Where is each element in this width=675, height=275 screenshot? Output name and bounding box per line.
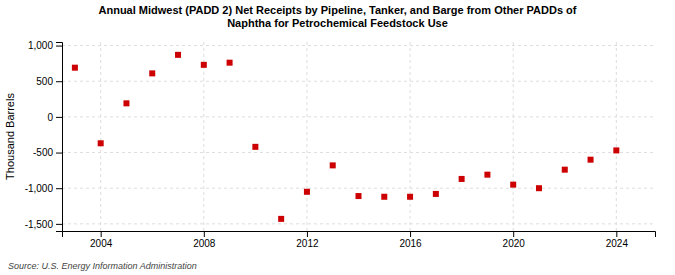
point xyxy=(123,100,129,106)
point xyxy=(72,65,78,71)
grid-line xyxy=(62,81,655,82)
y-tick: 500 xyxy=(36,76,62,87)
y-tick: -1,500 xyxy=(25,219,62,230)
x-tick-mark xyxy=(101,231,102,237)
grid-line xyxy=(513,42,514,231)
grid-line xyxy=(62,116,655,117)
title: Annual Midwest (PADD 2) Net Receipts by … xyxy=(99,4,577,29)
plot: -1,500 -1,000 -500 0 500 1,000 2004 2008 2012 201… xyxy=(25,40,656,249)
point xyxy=(588,157,594,163)
y-tick-label: 500 xyxy=(36,76,53,87)
point xyxy=(613,147,619,153)
point xyxy=(356,193,362,199)
point xyxy=(433,191,439,197)
grid-line xyxy=(62,223,655,224)
point xyxy=(252,144,258,150)
y-tick-mark xyxy=(56,224,62,225)
grid-line xyxy=(100,42,101,231)
y-tick-label: -1,000 xyxy=(25,183,54,194)
point xyxy=(304,189,310,195)
point xyxy=(459,176,465,182)
source: Source: U.S. Energy Information Administ… xyxy=(8,261,197,271)
y-tick-mark xyxy=(56,153,62,154)
points xyxy=(72,52,619,222)
x-tick-label: 2004 xyxy=(90,238,113,249)
y-tick-label: 0 xyxy=(47,112,53,123)
y-axis-line xyxy=(56,43,63,232)
x-tick-label: 2020 xyxy=(503,238,526,249)
chart: Annual Midwest (PADD 2) Net Receipts by … xyxy=(0,0,675,275)
y-tick-mark xyxy=(56,188,62,189)
y-tick-label: -1,500 xyxy=(25,219,54,230)
x-tick: 2004 xyxy=(90,231,113,249)
x-tick-label: 2024 xyxy=(606,238,629,249)
point xyxy=(330,162,336,168)
grid-line xyxy=(616,42,617,231)
x-tick-mark xyxy=(410,231,411,237)
grid-line xyxy=(62,152,655,153)
x-axis: 2004 2008 2012 2016 2020 2024 xyxy=(63,231,656,249)
y-tick-mark xyxy=(56,81,62,82)
point xyxy=(484,172,490,178)
y-tick: 0 xyxy=(47,112,62,123)
x-tick-mark xyxy=(616,231,617,237)
point xyxy=(201,62,207,68)
x-tick: 2024 xyxy=(606,231,629,249)
x-tick-mark xyxy=(204,231,205,237)
grid-line xyxy=(306,42,307,231)
y-tick: -500 xyxy=(33,147,62,158)
y-axis: -1,500 -1,000 -500 0 500 1,000 xyxy=(25,40,63,231)
y-axis-title: Thousand Barrels xyxy=(4,93,16,180)
grid-line xyxy=(203,42,204,231)
y-tick: 1,000 xyxy=(28,40,62,51)
point xyxy=(381,194,387,200)
point xyxy=(98,140,104,146)
grid-line xyxy=(62,45,655,46)
title-line: Naphtha for Petrochemical Feedstock Use xyxy=(227,17,448,29)
x-axis-line xyxy=(63,232,656,238)
y-tick: -1,000 xyxy=(25,183,62,194)
point xyxy=(510,182,516,188)
point xyxy=(562,167,568,173)
point xyxy=(407,194,413,200)
x-tick-mark xyxy=(307,231,308,237)
title-line: Annual Midwest (PADD 2) Net Receipts by … xyxy=(99,4,577,16)
grid-line xyxy=(62,188,655,189)
x-tick-label: 2016 xyxy=(399,238,422,249)
x-tick: 2020 xyxy=(503,231,526,249)
x-tick: 2008 xyxy=(193,231,216,249)
x-tick-mark xyxy=(513,231,514,237)
point xyxy=(227,60,233,66)
x-tick: 2016 xyxy=(399,231,422,249)
point xyxy=(175,52,181,58)
y-tick-label: -500 xyxy=(33,147,53,158)
grid-line xyxy=(410,42,411,231)
point xyxy=(149,70,155,76)
x-tick: 2012 xyxy=(296,231,319,249)
point xyxy=(278,216,284,222)
grid xyxy=(62,42,655,231)
x-tick-label: 2008 xyxy=(193,238,216,249)
y-tick-label: 1,000 xyxy=(28,40,53,51)
x-tick-label: 2012 xyxy=(296,238,319,249)
point xyxy=(536,185,542,191)
y-tick-mark xyxy=(56,117,62,118)
y-tick-mark xyxy=(56,46,62,47)
